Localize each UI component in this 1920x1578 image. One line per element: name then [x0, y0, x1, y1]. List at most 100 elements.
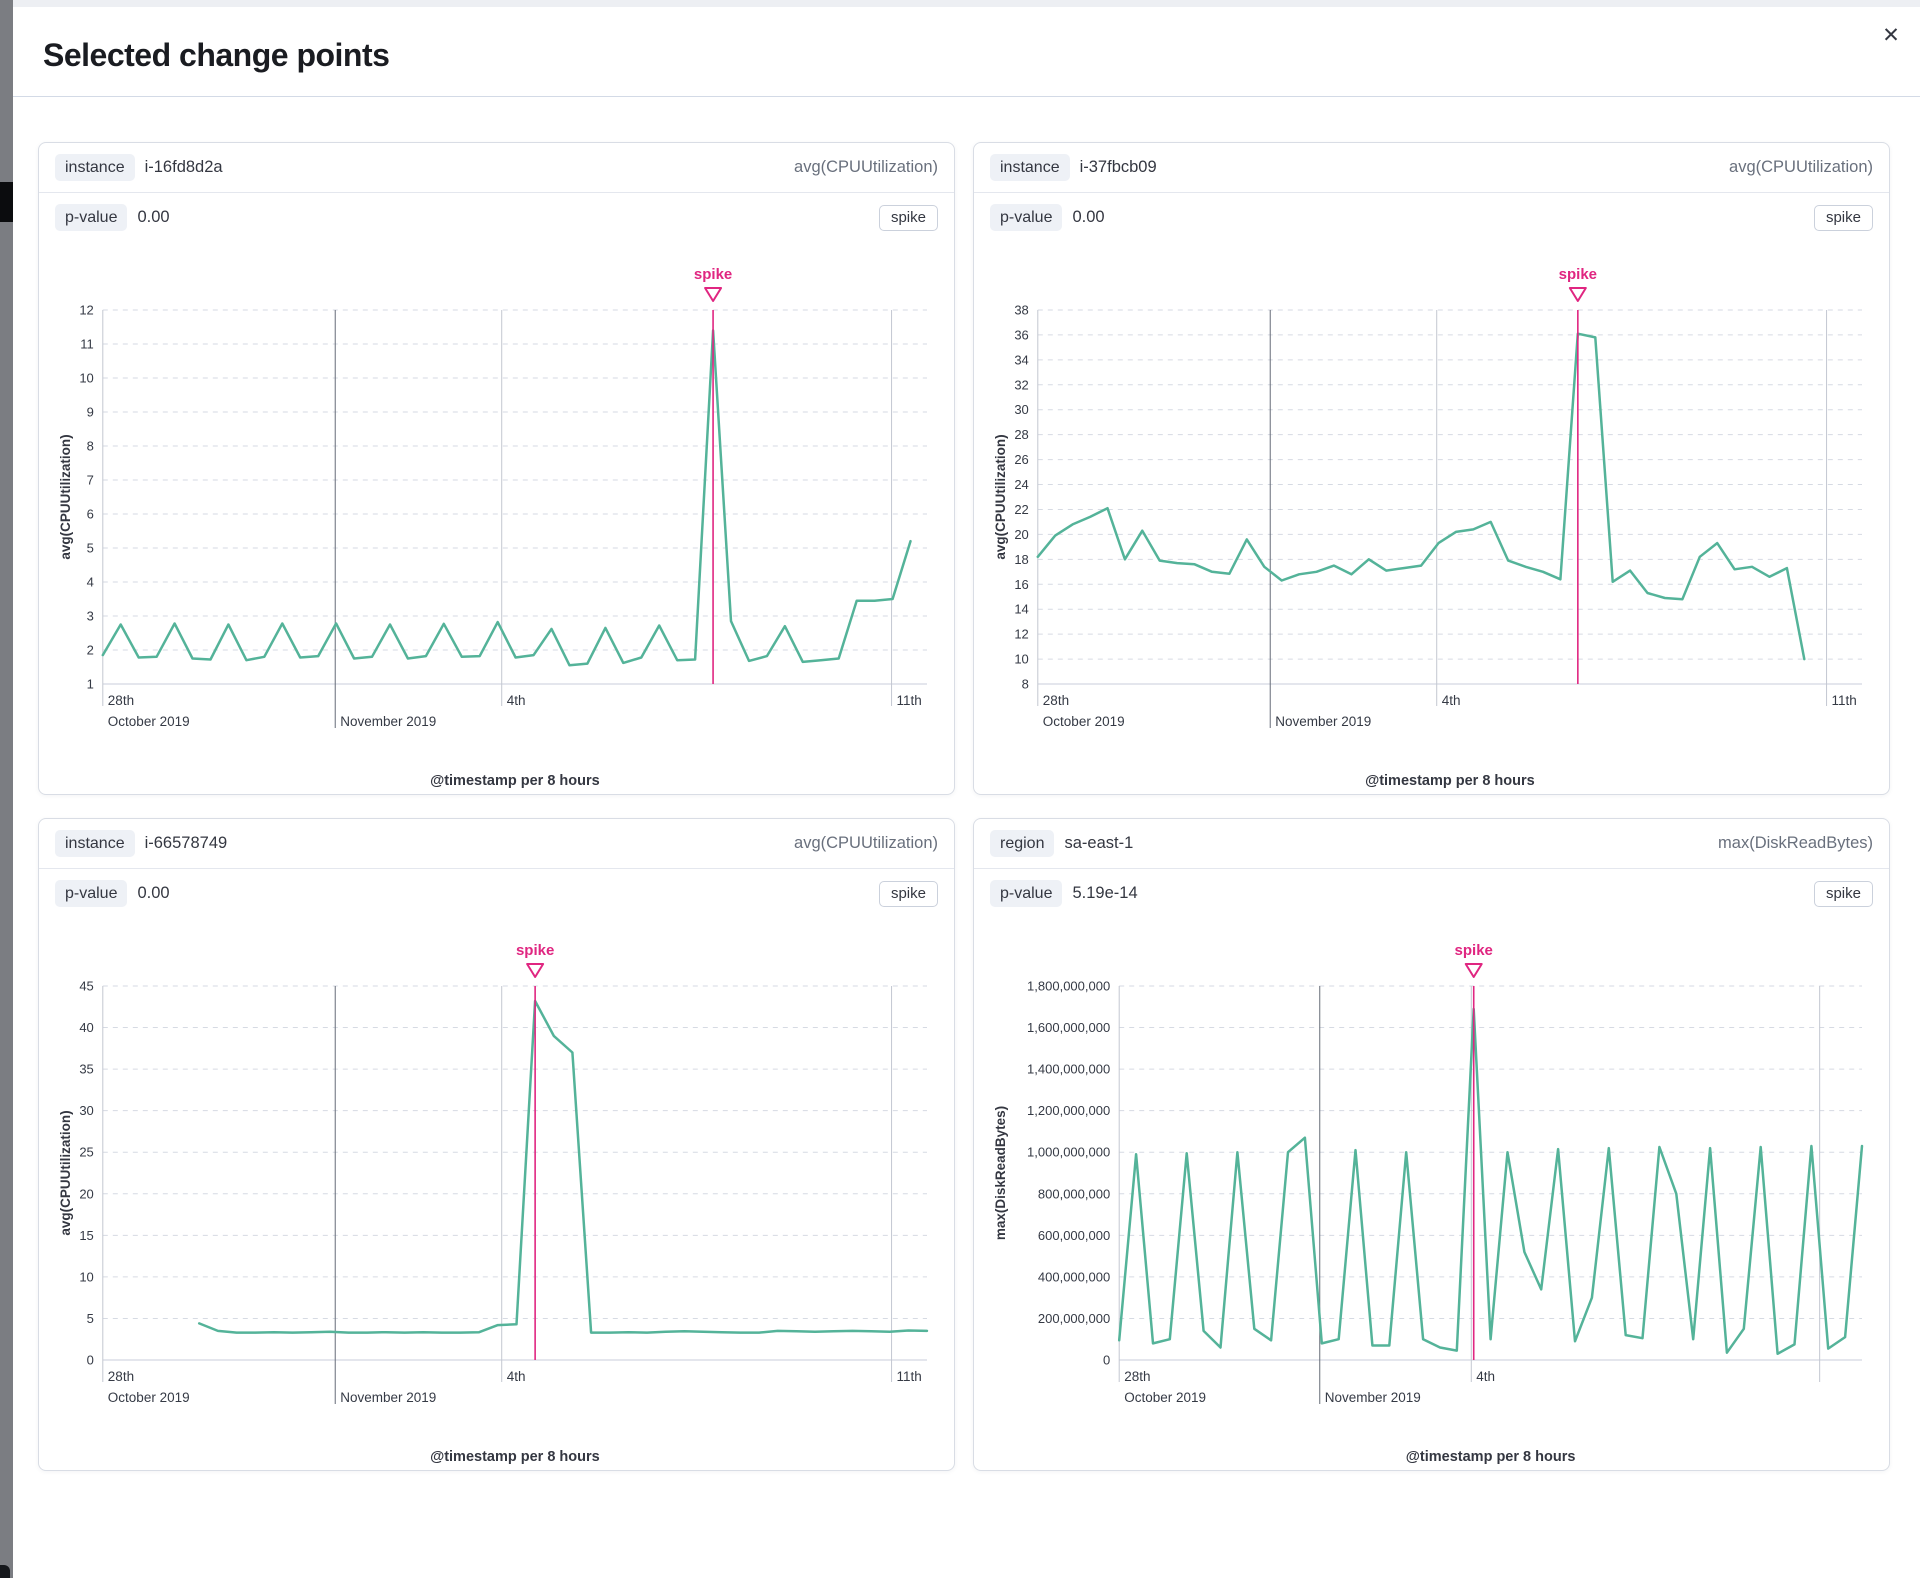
- svg-text:max(DiskReadBytes): max(DiskReadBytes): [993, 1106, 1008, 1240]
- chart-area: 1 2 3 4 5 6 7 8 9 10 11 12 28th October 2019 November …: [39, 242, 954, 794]
- change-point-chart: 8 10 12 14 16 18 20 22 24 26 28 30 32 34 36 38 28th Octob…: [993, 266, 1862, 789]
- p-value-badge: p-value: [990, 880, 1063, 907]
- change-type-badge[interactable]: spike: [878, 204, 938, 231]
- background-fragment: [0, 1565, 10, 1578]
- svg-text:26: 26: [1014, 452, 1028, 467]
- svg-text:15: 15: [79, 1228, 93, 1243]
- svg-text:@timestamp per 8 hours: @timestamp per 8 hours: [1365, 773, 1535, 789]
- svg-text:4th: 4th: [1476, 1369, 1495, 1384]
- chart-area: 0 5 10 15 20 25 30 35 40 45 28th October 2019 Novemb…: [39, 918, 954, 1470]
- svg-text:November 2019: November 2019: [340, 1390, 436, 1405]
- background-fragment: [0, 182, 13, 222]
- metric-label: max(DiskReadBytes): [1718, 834, 1873, 852]
- svg-text:35: 35: [79, 1062, 93, 1077]
- svg-text:@timestamp per 8 hours: @timestamp per 8 hours: [430, 773, 600, 789]
- change-point-chart: 0 5 10 15 20 25 30 35 40 45 28th October 2019 Novemb…: [58, 942, 929, 1465]
- panel-subheader: p-value 0.00 spike: [39, 869, 954, 918]
- svg-text:32: 32: [1014, 377, 1028, 392]
- svg-text:@timestamp per 8 hours: @timestamp per 8 hours: [1406, 1449, 1576, 1465]
- svg-text:34: 34: [1014, 352, 1028, 367]
- svg-text:4th: 4th: [507, 1369, 526, 1384]
- p-value-badge: p-value: [990, 204, 1063, 231]
- svg-text:12: 12: [79, 303, 93, 318]
- svg-text:4th: 4th: [1442, 693, 1461, 708]
- svg-text:22: 22: [1014, 502, 1028, 517]
- svg-text:October 2019: October 2019: [1043, 714, 1125, 729]
- chart-area: 0 200,000,000 400,000,000 600,000,000 800,00…: [974, 918, 1889, 1470]
- svg-text:28th: 28th: [108, 693, 134, 708]
- svg-text:9: 9: [87, 405, 94, 420]
- change-type-badge[interactable]: spike: [1813, 880, 1873, 907]
- change-type-badge[interactable]: spike: [878, 880, 938, 907]
- page-edge-left: [0, 0, 13, 1578]
- panels-grid: instance i-16fd8d2a avg(CPUUtilization) …: [13, 97, 1920, 1511]
- svg-text:8: 8: [1022, 677, 1029, 692]
- svg-text:avg(CPUUtilization): avg(CPUUtilization): [993, 434, 1008, 559]
- svg-text:@timestamp per 8 hours: @timestamp per 8 hours: [430, 1449, 600, 1465]
- svg-text:11th: 11th: [897, 1369, 922, 1384]
- svg-text:October 2019: October 2019: [108, 1390, 190, 1405]
- svg-text:38: 38: [1014, 303, 1028, 318]
- panel-subheader: p-value 0.00 spike: [39, 193, 954, 242]
- svg-text:20: 20: [1014, 527, 1028, 542]
- svg-text:October 2019: October 2019: [1124, 1390, 1206, 1405]
- change-point-panel-2: instance i-37fbcb09 avg(CPUUtilization) …: [973, 142, 1890, 795]
- chart-area: 8 10 12 14 16 18 20 22 24 26 28 30 32 34 36 38 28th Octob…: [974, 242, 1889, 794]
- svg-text:3: 3: [87, 609, 94, 624]
- p-value-badge: p-value: [55, 880, 128, 907]
- field-name-badge: instance: [55, 154, 135, 181]
- svg-text:1: 1: [87, 677, 94, 692]
- p-value-badge: p-value: [55, 204, 128, 231]
- svg-text:5: 5: [87, 541, 94, 556]
- svg-text:11th: 11th: [1832, 693, 1857, 708]
- svg-text:4: 4: [87, 575, 94, 590]
- svg-text:spike: spike: [694, 266, 732, 283]
- svg-text:800,000,000: 800,000,000: [1038, 1186, 1110, 1201]
- panel-subheader: p-value 0.00 spike: [974, 193, 1889, 242]
- svg-text:36: 36: [1014, 327, 1028, 342]
- svg-text:October 2019: October 2019: [108, 714, 190, 729]
- svg-text:4th: 4th: [507, 693, 526, 708]
- svg-text:spike: spike: [516, 942, 554, 959]
- modal-header: Selected change points ✕: [13, 7, 1920, 97]
- p-value: 5.19e-14: [1072, 884, 1138, 902]
- metric-label: avg(CPUUtilization): [1729, 158, 1873, 176]
- change-points-modal: Selected change points ✕ instance i-16fd…: [13, 7, 1920, 1578]
- svg-text:11: 11: [80, 337, 94, 352]
- svg-text:1,000,000,000: 1,000,000,000: [1027, 1145, 1110, 1160]
- field-value: sa-east-1: [1064, 834, 1134, 852]
- p-value: 0.00: [137, 884, 170, 902]
- panel-subheader: p-value 5.19e-14 spike: [974, 869, 1889, 918]
- svg-text:November 2019: November 2019: [340, 714, 436, 729]
- svg-text:avg(CPUUtilization): avg(CPUUtilization): [58, 1110, 73, 1235]
- svg-text:10: 10: [79, 371, 93, 386]
- svg-text:12: 12: [1014, 627, 1028, 642]
- svg-text:24: 24: [1014, 477, 1028, 492]
- svg-text:28th: 28th: [1124, 1369, 1150, 1384]
- svg-text:14: 14: [1014, 602, 1028, 617]
- field-value: i-66578749: [144, 834, 228, 852]
- page-title: Selected change points: [43, 37, 390, 73]
- svg-text:30: 30: [79, 1103, 93, 1118]
- change-point-panel-3: instance i-66578749 avg(CPUUtilization) …: [38, 818, 955, 1471]
- svg-text:2: 2: [87, 643, 94, 658]
- p-value: 0.00: [1072, 208, 1105, 226]
- panel-header: region sa-east-1 max(DiskReadBytes): [974, 819, 1889, 869]
- svg-text:28th: 28th: [1043, 693, 1069, 708]
- svg-text:spike: spike: [1559, 266, 1597, 283]
- change-type-badge[interactable]: spike: [1813, 204, 1873, 231]
- svg-text:November 2019: November 2019: [1325, 1390, 1421, 1405]
- svg-text:1,400,000,000: 1,400,000,000: [1027, 1062, 1110, 1077]
- svg-text:45: 45: [79, 979, 93, 994]
- close-icon[interactable]: ✕: [1874, 19, 1908, 53]
- svg-text:28th: 28th: [108, 1369, 134, 1384]
- svg-text:40: 40: [79, 1020, 93, 1035]
- svg-text:1,200,000,000: 1,200,000,000: [1027, 1103, 1110, 1118]
- svg-text:spike: spike: [1455, 942, 1493, 959]
- svg-text:November 2019: November 2019: [1275, 714, 1371, 729]
- svg-text:0: 0: [1103, 1353, 1110, 1368]
- svg-text:16: 16: [1014, 577, 1028, 592]
- panel-header: instance i-66578749 avg(CPUUtilization): [39, 819, 954, 869]
- metric-label: avg(CPUUtilization): [794, 158, 938, 176]
